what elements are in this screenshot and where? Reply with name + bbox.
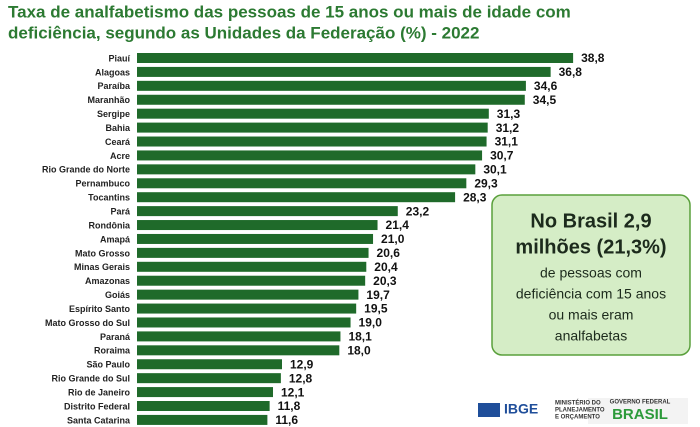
value-label: 31,2 xyxy=(496,121,520,135)
bar xyxy=(137,122,488,133)
value-label: 34,5 xyxy=(533,93,557,107)
category-label: Alagoas xyxy=(95,67,130,77)
value-label: 21,0 xyxy=(381,232,405,246)
logo-government: GOVERNO FEDERAL xyxy=(610,400,671,406)
category-label: Goiás xyxy=(105,290,130,300)
bar xyxy=(137,275,366,286)
value-label: 19,7 xyxy=(366,288,390,302)
logo-brasil: BRASIL xyxy=(612,406,668,423)
category-label: Pernambuco xyxy=(75,179,130,189)
value-label: 12,8 xyxy=(289,371,313,385)
category-label: Ceará xyxy=(105,137,131,147)
bar xyxy=(137,331,341,342)
bar xyxy=(137,136,487,147)
category-label: Maranhão xyxy=(87,95,130,105)
category-label: Tocantins xyxy=(88,193,130,203)
category-label: Minas Gerais xyxy=(74,262,130,272)
bar xyxy=(137,206,398,217)
category-label: Rio Grande do Sul xyxy=(51,374,130,384)
value-label: 11,6 xyxy=(275,413,298,427)
category-label: Distrito Federal xyxy=(64,401,130,411)
value-label: 12,1 xyxy=(281,385,305,399)
category-label: Acre xyxy=(110,151,130,161)
value-label: 30,1 xyxy=(483,163,507,177)
value-label: 36,8 xyxy=(559,65,583,79)
category-label: Piauí xyxy=(108,53,130,63)
category-label: São Paulo xyxy=(86,360,130,370)
bar xyxy=(137,401,270,411)
logo-ministry: E ORÇAMENTO xyxy=(555,415,600,421)
bar xyxy=(137,80,526,91)
category-label: Rondônia xyxy=(89,220,131,230)
annotation-text: deficiência com 15 anos xyxy=(516,286,666,302)
annotation-box xyxy=(491,194,691,356)
value-label: 29,3 xyxy=(474,176,498,190)
category-label: Mato Grosso xyxy=(75,248,131,258)
logo-ministry: MINISTÉRIO DO xyxy=(555,399,601,407)
value-label: 11,8 xyxy=(278,399,301,413)
value-label: 31,3 xyxy=(497,107,521,121)
value-label: 18,0 xyxy=(347,343,371,357)
value-label: 20,3 xyxy=(373,274,397,288)
bar xyxy=(137,261,367,272)
annotation-text: de pessoas com xyxy=(540,265,642,281)
category-label: Roraima xyxy=(94,346,131,356)
category-label: Amazonas xyxy=(85,276,130,286)
value-label: 31,1 xyxy=(495,135,519,149)
bar xyxy=(137,345,340,356)
bar xyxy=(137,387,274,398)
ibge-icon xyxy=(478,403,500,417)
value-label: 34,6 xyxy=(534,79,558,93)
value-label: 20,6 xyxy=(377,246,401,260)
bar xyxy=(137,289,359,300)
annotation-text: analfabetas xyxy=(555,328,627,344)
bar xyxy=(137,94,525,105)
logo-ibge: IBGE xyxy=(504,401,538,417)
value-label: 20,4 xyxy=(374,260,398,274)
value-label: 28,3 xyxy=(463,190,487,204)
bar xyxy=(137,220,378,231)
bar xyxy=(137,359,282,370)
chart-title: deficiência, segundo as Unidades da Fede… xyxy=(8,23,479,42)
value-label: 19,0 xyxy=(359,316,383,330)
category-label: Rio Grande do Norte xyxy=(42,165,130,175)
category-label: Mato Grosso do Sul xyxy=(45,318,130,328)
bar xyxy=(137,178,467,189)
bar xyxy=(137,247,369,258)
category-label: Paraná xyxy=(100,332,131,342)
bar xyxy=(137,53,574,63)
value-label: 21,4 xyxy=(386,218,410,232)
bar xyxy=(137,414,268,425)
category-label: Sergipe xyxy=(97,109,130,119)
bar xyxy=(137,373,281,384)
category-label: Amapá xyxy=(100,234,131,244)
category-label: Pará xyxy=(110,206,131,216)
annotation-headline: No Brasil 2,9 xyxy=(530,210,651,232)
value-label: 18,1 xyxy=(348,330,372,344)
annotation-text: ou mais eram xyxy=(549,307,634,323)
annotation-headline: milhões (21,3%) xyxy=(515,236,666,258)
category-label: Rio de Janeiro xyxy=(68,387,131,397)
bar xyxy=(137,108,489,119)
value-label: 38,8 xyxy=(581,51,605,65)
logo-bg xyxy=(588,398,688,424)
bar xyxy=(137,164,476,175)
bar xyxy=(137,66,551,77)
category-label: Santa Catarina xyxy=(67,415,131,425)
value-label: 12,9 xyxy=(290,357,314,371)
value-label: 23,2 xyxy=(406,204,430,218)
category-label: Bahia xyxy=(105,123,131,133)
bar xyxy=(137,150,483,161)
bar xyxy=(137,233,374,244)
bar xyxy=(137,192,456,203)
logo-ministry: PLANEJAMENTO xyxy=(555,408,605,414)
category-label: Espírito Santo xyxy=(69,304,131,314)
value-label: 19,5 xyxy=(364,302,388,316)
value-label: 30,7 xyxy=(490,149,514,163)
bar xyxy=(137,303,357,314)
chart-title: Taxa de analfabetismo das pessoas de 15 … xyxy=(8,2,571,21)
bar xyxy=(137,317,351,328)
category-label: Paraíba xyxy=(97,81,131,91)
